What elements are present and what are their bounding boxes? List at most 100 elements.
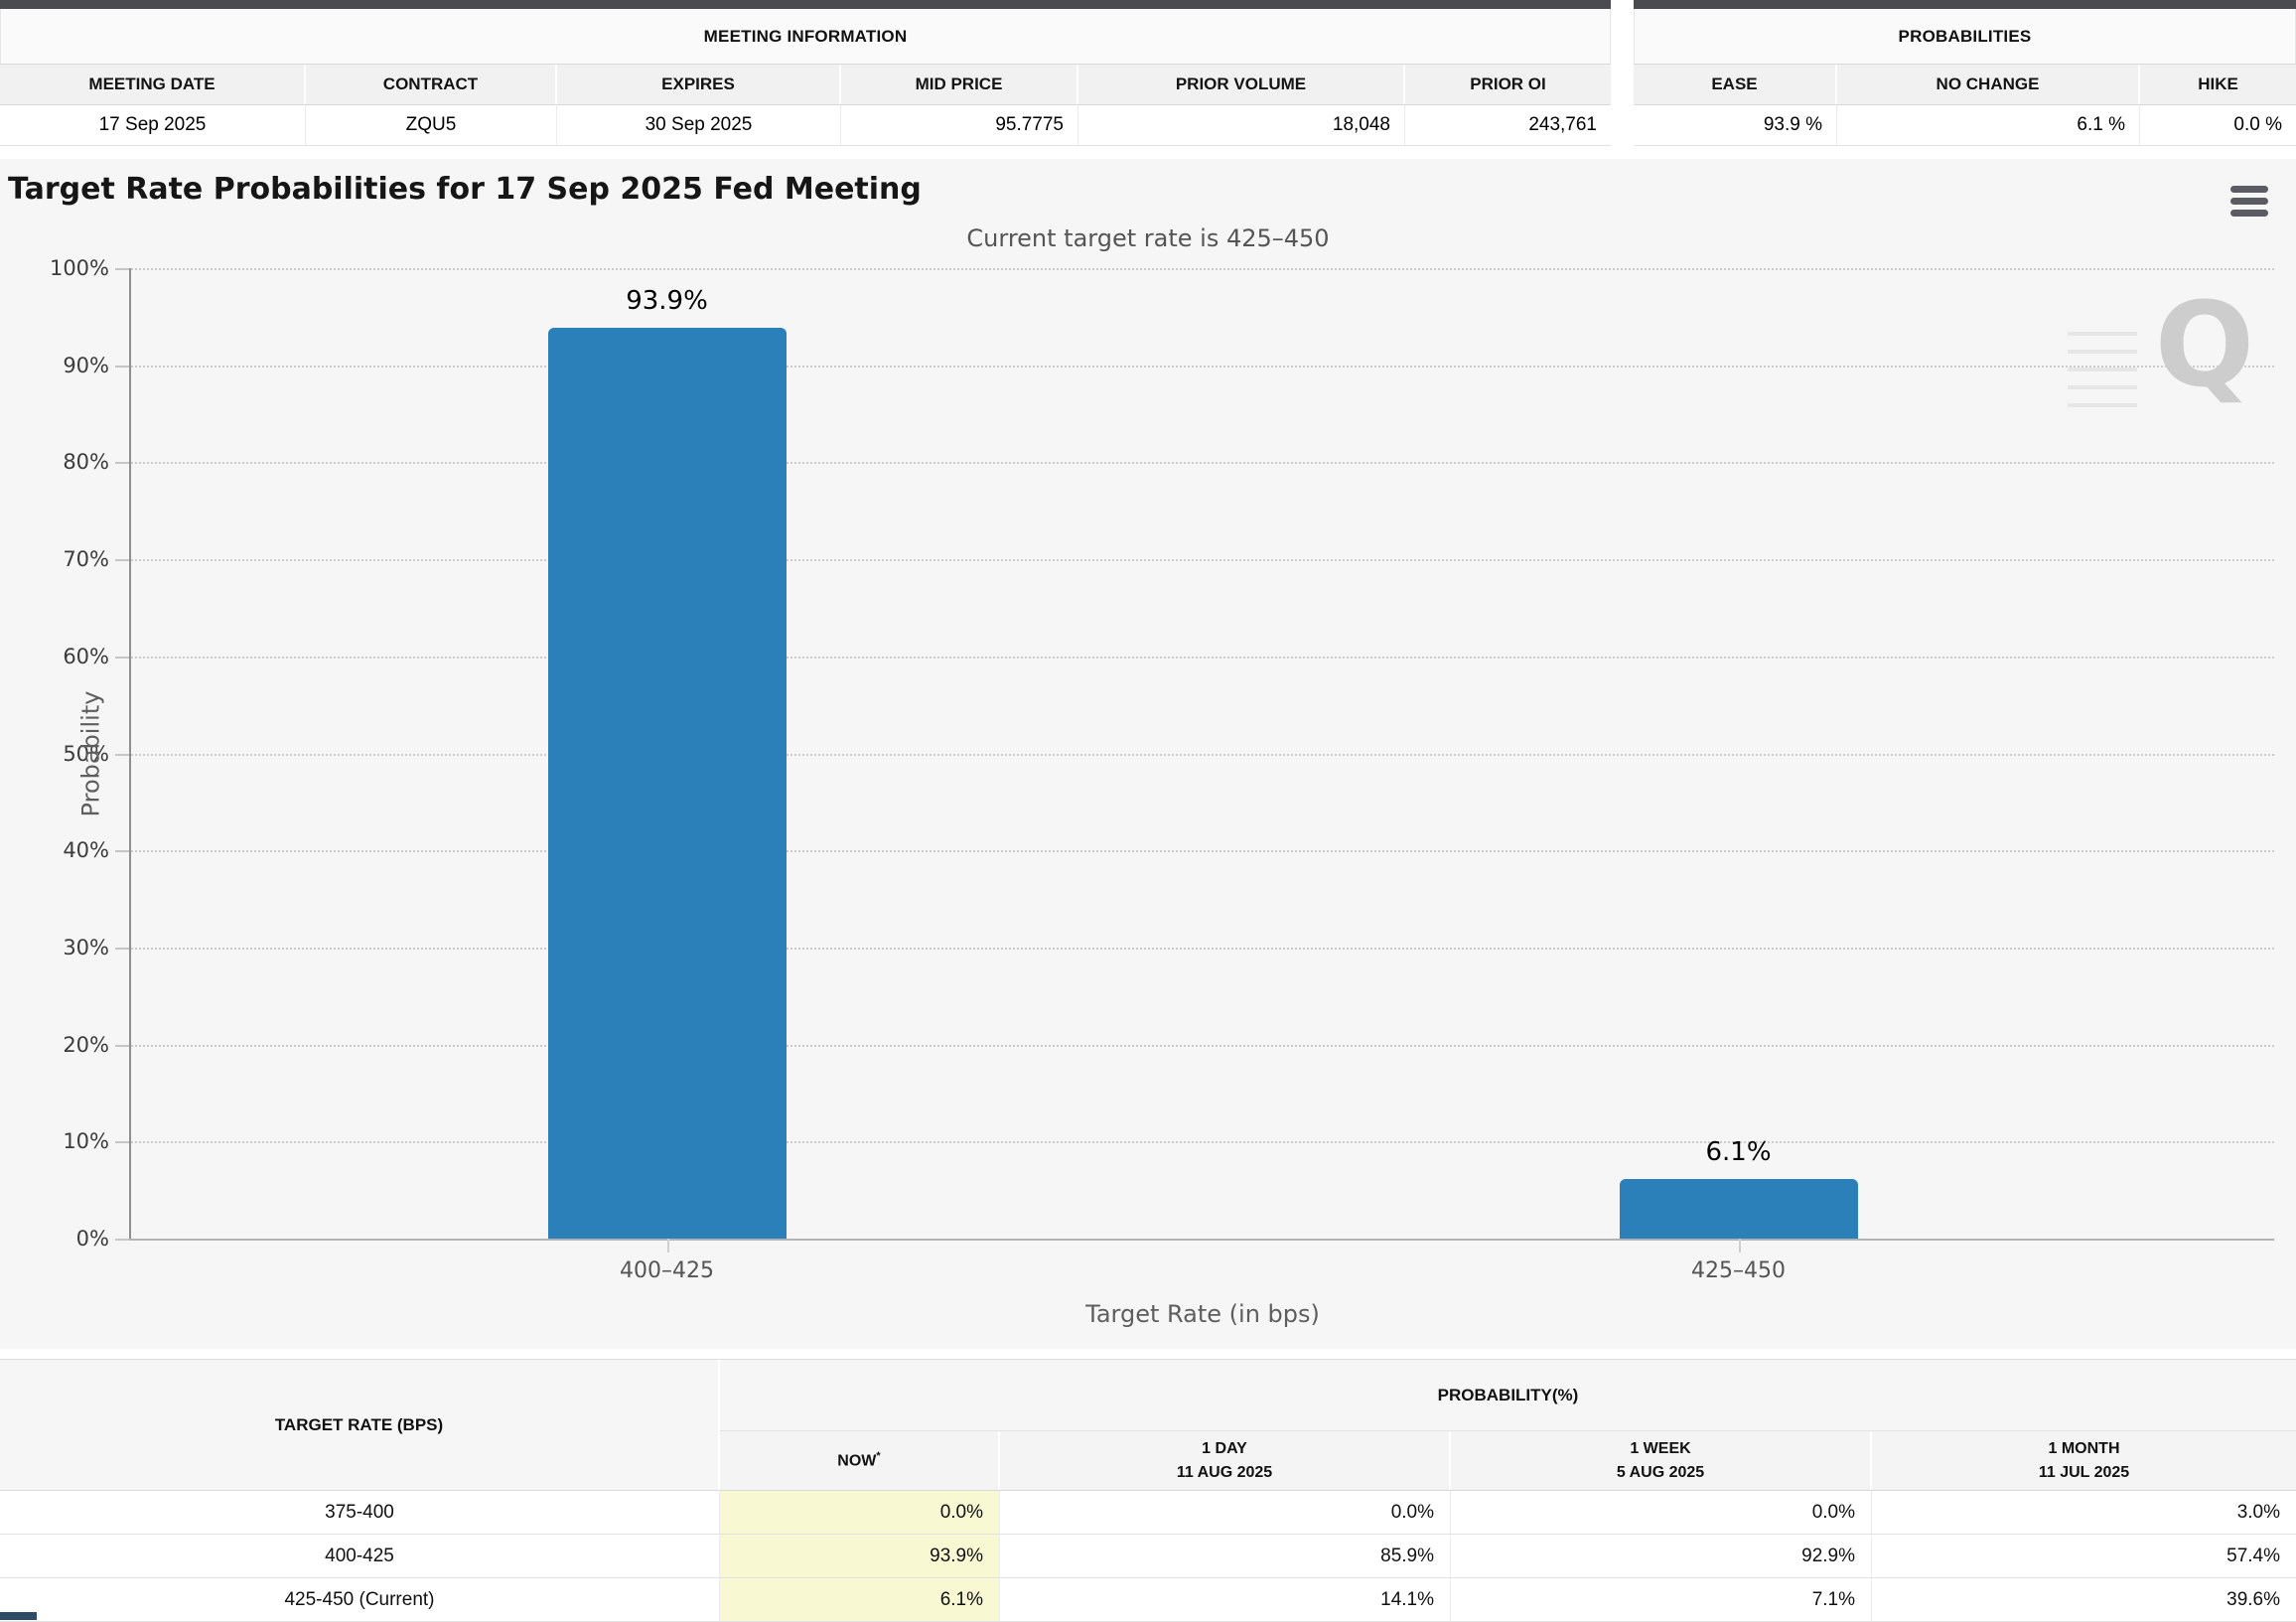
chart-subtitle: Current target rate is 425–450 bbox=[966, 224, 1330, 252]
rate-cell: 375-400 bbox=[0, 1491, 720, 1534]
y-tick-label: 20% bbox=[63, 1032, 109, 1057]
now-footnote-asterisk: * bbox=[876, 1449, 881, 1462]
target-rate-probability-chart: Target Rate Probabilities for 17 Sep 202… bbox=[0, 159, 2296, 1349]
x-axis-tick bbox=[1738, 1239, 1741, 1253]
col-no-change: NO CHANGE bbox=[1837, 65, 2140, 104]
y-axis-title: Probability bbox=[76, 690, 105, 816]
meeting-info-value-row: 17 Sep 2025 ZQU5 30 Sep 2025 95.7775 18,… bbox=[0, 105, 1611, 146]
y-tick-label: 30% bbox=[63, 935, 109, 959]
ease-value: 93.9 % bbox=[1634, 105, 1837, 145]
one-month-value: 39.6% bbox=[2226, 1588, 2280, 1610]
col-hike: HIKE bbox=[2198, 74, 2238, 93]
y-tick-mark bbox=[115, 559, 129, 562]
col-1-week: 1 WEEK 5 AUG 2025 bbox=[1451, 1431, 1872, 1490]
one-day-value: 0.0% bbox=[1000, 1491, 1451, 1534]
table-row: 400-425 93.9% 85.9% 92.9% 57.4% bbox=[0, 1535, 2296, 1578]
target-rate-bps-header: TARGET RATE (BPS) bbox=[0, 1360, 720, 1491]
y-tick-mark bbox=[115, 947, 129, 950]
gridline bbox=[131, 268, 2274, 270]
prior-oi-value: 243,761 bbox=[1528, 114, 1597, 135]
prior-volume-value: 18,048 bbox=[1078, 105, 1405, 145]
one-month-value: 3.0% bbox=[2236, 1501, 2280, 1523]
col-1-day: 1 DAY 11 AUG 2025 bbox=[1000, 1431, 1451, 1490]
probabilities-title: PROBABILITIES bbox=[1634, 9, 2296, 64]
y-tick-mark bbox=[115, 850, 129, 853]
gridline bbox=[131, 947, 2274, 950]
y-tick-label: 40% bbox=[63, 838, 109, 863]
one-day-value: 14.1% bbox=[1000, 1578, 1451, 1621]
top-summary-tables: MEETING INFORMATION MEETING DATE CONTRAC… bbox=[0, 0, 2296, 146]
meeting-info-header-row: MEETING DATE CONTRACT EXPIRES MID PRICE … bbox=[0, 64, 1611, 105]
chart-context-menu-hamburger-icon[interactable] bbox=[2230, 186, 2268, 221]
hamburger-line bbox=[2230, 186, 2268, 193]
y-tick-mark bbox=[115, 1141, 129, 1144]
chart-title: Target Rate Probabilities for 17 Sep 202… bbox=[8, 172, 922, 207]
quikstrike-watermark: Q bbox=[2154, 276, 2254, 413]
mid-price-value: 95.7775 bbox=[841, 105, 1078, 145]
table-header: TARGET RATE (BPS) PROBABILITY(%) NOW* 1 … bbox=[0, 1360, 2296, 1491]
table-row: 375-400 0.0% 0.0% 0.0% 3.0% bbox=[0, 1491, 2296, 1535]
y-tick-label: 0% bbox=[75, 1227, 109, 1251]
bar-400-425[interactable] bbox=[547, 328, 787, 1239]
hamburger-line bbox=[2230, 198, 2268, 205]
bar-data-label: 6.1% bbox=[1705, 1137, 1772, 1167]
rate-cell: 425-450 (Current) bbox=[0, 1578, 720, 1621]
col-meeting-date: MEETING DATE bbox=[0, 65, 306, 104]
gridline bbox=[131, 462, 2274, 465]
watermark-speed-lines bbox=[2068, 318, 2137, 417]
x-axis-line bbox=[129, 1239, 2274, 1241]
y-tick-label: 70% bbox=[63, 547, 109, 572]
col-now: NOW* bbox=[720, 1431, 1000, 1490]
y-tick-label: 90% bbox=[63, 353, 109, 377]
rate-cell: 400-425 bbox=[0, 1535, 720, 1577]
table-row: 425-450 (Current) 6.1% 14.1% 7.1% 39.6% bbox=[0, 1578, 2296, 1622]
col-prior-volume: PRIOR VOLUME bbox=[1078, 65, 1405, 104]
no-change-value: 6.1 % bbox=[1837, 105, 2140, 145]
gridline bbox=[131, 850, 2274, 853]
table-subheader-row: NOW* 1 DAY 11 AUG 2025 1 WEEK 5 AUG 2025… bbox=[720, 1431, 2296, 1491]
bar-data-label: 93.9% bbox=[626, 286, 708, 316]
one-week-value: 92.9% bbox=[1451, 1535, 1872, 1577]
col-contract: CONTRACT bbox=[306, 65, 557, 104]
col-ease: EASE bbox=[1634, 65, 1837, 104]
one-week-value: 0.0% bbox=[1451, 1491, 1872, 1534]
meeting-information-title: MEETING INFORMATION bbox=[0, 9, 1611, 64]
y-tick-label: 80% bbox=[63, 450, 109, 475]
expires-value: 30 Sep 2025 bbox=[557, 105, 841, 145]
now-value: 0.0% bbox=[720, 1491, 1000, 1534]
hamburger-line bbox=[2230, 210, 2268, 217]
col-mid-price: MID PRICE bbox=[841, 65, 1078, 104]
col-expires: EXPIRES bbox=[557, 65, 841, 104]
y-tick-label: 50% bbox=[63, 741, 109, 766]
now-value: 6.1% bbox=[720, 1578, 1000, 1621]
col-1-month: 1 MONTH 11 JUL 2025 bbox=[1872, 1431, 2296, 1490]
y-tick-label: 60% bbox=[63, 644, 109, 668]
plot-area: 0% 10% 20% 30% 40% 50% 60% 70% 80% 90% 100% 93.9% … bbox=[50, 256, 2274, 1328]
gridline bbox=[131, 559, 2274, 562]
contract-value: ZQU5 bbox=[306, 105, 557, 145]
gridline bbox=[131, 1044, 2274, 1047]
y-tick-mark bbox=[115, 365, 129, 368]
now-value: 93.9% bbox=[720, 1535, 1000, 1577]
probabilities-header-row: EASE NO CHANGE HIKE bbox=[1634, 64, 2296, 105]
one-month-value: 57.4% bbox=[2226, 1545, 2280, 1566]
y-tick-label: 100% bbox=[49, 256, 109, 280]
bottom-left-fragment bbox=[0, 1612, 37, 1620]
probability-group-header: PROBABILITY(%) bbox=[720, 1360, 2296, 1431]
col-prior-oi: PRIOR OI bbox=[1470, 74, 1546, 93]
meeting-date-value: 17 Sep 2025 bbox=[0, 105, 306, 145]
x-category-label: 400–425 bbox=[620, 1258, 714, 1283]
gridline bbox=[131, 753, 2274, 756]
y-tick-mark bbox=[115, 1044, 129, 1047]
one-week-value: 7.1% bbox=[1451, 1578, 1872, 1621]
bar-425-450[interactable] bbox=[1619, 1179, 1858, 1239]
y-tick-label: 10% bbox=[63, 1129, 109, 1154]
y-tick-mark bbox=[115, 656, 129, 659]
panel-top-bar bbox=[1634, 0, 2296, 9]
hike-value: 0.0 % bbox=[2233, 114, 2282, 135]
one-day-value: 85.9% bbox=[1000, 1535, 1451, 1577]
gridline bbox=[131, 365, 2274, 368]
meeting-information-panel: MEETING INFORMATION MEETING DATE CONTRAC… bbox=[0, 0, 1611, 146]
probability-history-table: TARGET RATE (BPS) PROBABILITY(%) NOW* 1 … bbox=[0, 1359, 2296, 1622]
gridline bbox=[131, 1141, 2274, 1144]
